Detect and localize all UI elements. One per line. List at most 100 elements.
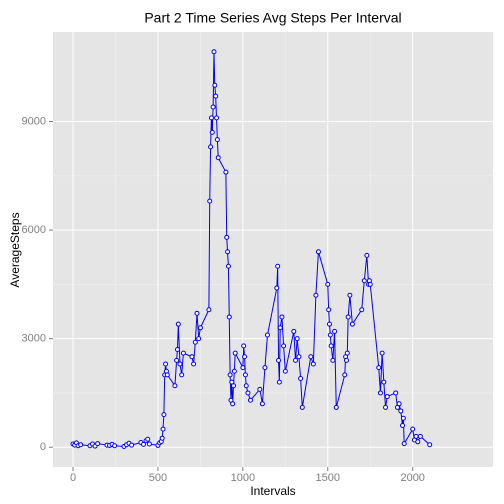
data-point <box>330 357 336 363</box>
data-point <box>180 350 186 356</box>
panel <box>53 32 493 467</box>
data-point <box>308 354 314 360</box>
data-point <box>160 426 166 432</box>
data-point <box>294 336 300 342</box>
y-axis-label: AverageSteps <box>8 212 22 287</box>
data-point <box>197 325 203 331</box>
data-point <box>164 372 170 378</box>
data-point <box>417 433 423 439</box>
y-tick-label: 0 <box>40 441 46 453</box>
data-point <box>163 361 169 367</box>
data-point <box>376 365 382 371</box>
data-point <box>275 263 281 269</box>
data-point <box>264 332 270 338</box>
data-point <box>243 383 249 389</box>
data-point <box>227 372 233 378</box>
data-point <box>192 339 198 345</box>
data-point <box>333 404 339 410</box>
data-point <box>191 361 197 367</box>
data-point <box>276 357 282 363</box>
y-tick-label: 6000 <box>22 224 46 236</box>
data-point <box>242 354 248 360</box>
data-point <box>364 252 370 258</box>
data-point <box>247 397 253 403</box>
data-point <box>383 404 389 410</box>
data-point <box>326 307 332 313</box>
data-point <box>401 441 407 447</box>
data-point <box>194 310 200 316</box>
data-point <box>208 115 214 121</box>
y-tick-label: 9000 <box>22 115 46 127</box>
data-point <box>175 321 181 327</box>
data-point <box>299 404 305 410</box>
data-point <box>274 285 280 291</box>
data-point <box>174 357 180 363</box>
data-point <box>213 93 219 99</box>
x-axis-label: Intervals <box>250 484 295 498</box>
data-point <box>281 343 287 349</box>
data-point <box>400 423 406 429</box>
data-point <box>345 314 351 320</box>
data-point <box>215 155 221 161</box>
data-point <box>413 433 419 439</box>
data-point <box>293 357 299 363</box>
data-point <box>396 401 402 407</box>
data-point <box>95 441 101 447</box>
data-point <box>245 390 251 396</box>
data-point <box>145 436 151 442</box>
data-point <box>296 354 302 360</box>
data-point <box>298 375 304 381</box>
data-point <box>209 129 215 135</box>
data-point <box>315 249 321 255</box>
data-point <box>212 82 218 88</box>
data-point <box>225 263 231 269</box>
data-point <box>231 368 237 374</box>
data-point <box>327 332 333 338</box>
data-point <box>381 379 387 385</box>
data-point <box>241 343 247 349</box>
x-tick-label: 2000 <box>400 472 424 484</box>
data-point <box>332 328 338 334</box>
data-point <box>367 281 373 287</box>
x-tick-label: 0 <box>70 472 76 484</box>
data-point <box>232 350 238 356</box>
marks <box>70 49 433 450</box>
grid <box>53 32 493 467</box>
data-point <box>342 372 348 378</box>
data-point <box>206 307 212 313</box>
data-point <box>172 383 178 389</box>
data-point <box>343 357 349 363</box>
data-point <box>361 278 367 284</box>
data-point <box>400 415 406 421</box>
data-point <box>214 137 220 143</box>
data-point <box>279 314 285 320</box>
data-point <box>140 441 146 447</box>
data-point <box>112 443 118 449</box>
data-point <box>159 435 165 441</box>
data-point <box>282 368 288 374</box>
data-point <box>189 354 195 360</box>
data-point <box>325 281 331 287</box>
data-point <box>347 292 353 298</box>
data-point <box>214 115 220 121</box>
data-point <box>384 394 390 400</box>
data-point <box>291 328 297 334</box>
x-tick-label: 1000 <box>231 472 255 484</box>
data-point <box>377 390 383 396</box>
data-point <box>276 379 282 385</box>
data-point <box>129 442 135 448</box>
data-point <box>210 104 216 110</box>
data-point <box>223 169 229 175</box>
x-tick-label: 1500 <box>316 472 340 484</box>
data-point <box>257 386 263 392</box>
data-point <box>259 401 265 407</box>
data-point <box>427 442 433 448</box>
data-point <box>328 343 334 349</box>
data-point <box>211 49 217 55</box>
y-tick-label: 3000 <box>22 333 46 345</box>
data-point <box>230 401 236 407</box>
data-point <box>398 408 404 414</box>
data-point <box>208 144 214 150</box>
